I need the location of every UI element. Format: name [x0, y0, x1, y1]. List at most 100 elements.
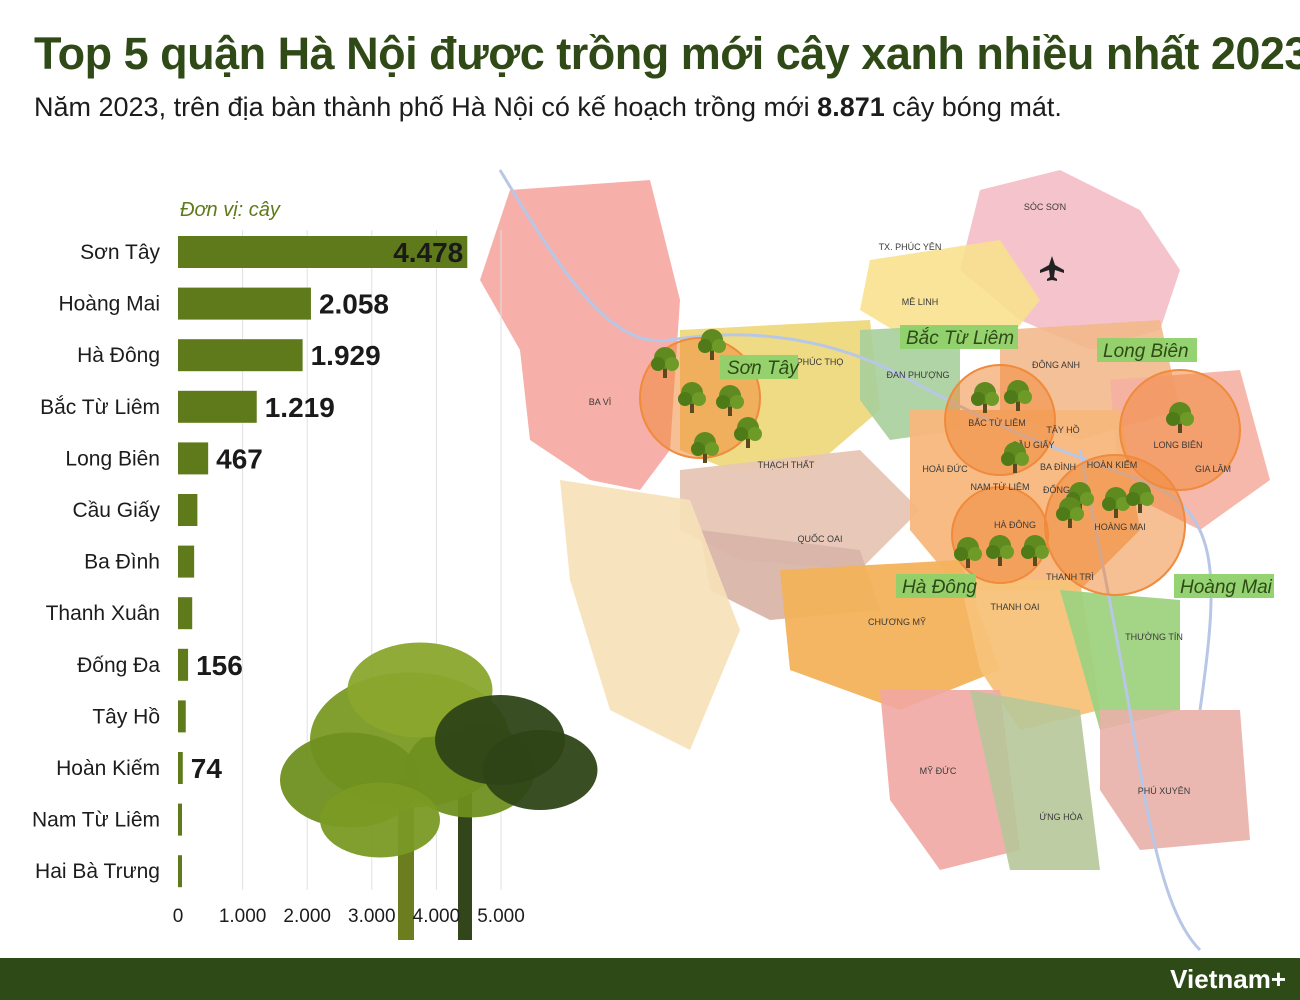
bar-chart: Đơn vị: cây Sơn Tây 4.478 Hoàng Mai 2.058 Hà … [32, 199, 598, 940]
map-label-me-linh: MÊ LINH [902, 297, 939, 307]
highlight-label-bac-tu-liem: Bắc Từ Liêm [906, 328, 1014, 349]
category-label: Ba Đình [84, 551, 160, 574]
tree-icon [954, 537, 982, 568]
value-label: 2.058 [319, 289, 389, 320]
value-label: 156 [196, 650, 243, 681]
airplane-icon [1040, 256, 1064, 281]
highlight-label-long-bien: Long Biên [1103, 341, 1189, 362]
map-label-phuc-yen: TX. PHÚC YÊN [879, 242, 942, 252]
map-label-dong-da: ĐỐNG ĐA [1043, 484, 1085, 495]
bar [178, 752, 183, 784]
tree-icon [651, 347, 679, 378]
map-label-dong-anh: ĐÔNG ANH [1032, 360, 1080, 370]
tree-icon [1004, 380, 1032, 411]
x-tick-label: 1.000 [219, 906, 267, 927]
highlight-label-son-tay: Sơn Tây [727, 358, 800, 379]
category-label: Hà Đông [77, 344, 160, 367]
unit-label: Đơn vị: cây [180, 199, 281, 221]
map-label-bac-tu-liem: BẮC TỪ LIÊM [968, 418, 1026, 428]
map-label-ha-dong: HÀ ĐÔNG [994, 520, 1036, 530]
subtitle-total: 8.871 [817, 92, 885, 122]
map-label-phu-xuyen: PHÚ XUYÊN [1138, 786, 1191, 796]
map-label-quoc-oai: QUỐC OAI [797, 533, 842, 544]
x-tick-label: 3.000 [348, 906, 396, 927]
bar [178, 442, 209, 475]
x-tick-label: 4.000 [413, 906, 461, 927]
map-label-ba-vi: BA VÌ [589, 397, 612, 407]
value-label: 74 [191, 753, 223, 784]
tree-icon [1166, 402, 1194, 433]
map-label-chuong-my: CHƯƠNG MỸ [868, 617, 926, 627]
map-label-hoan-kiem: HOÀN KIẾM [1087, 460, 1138, 470]
bar [178, 648, 189, 681]
tree-icon [1126, 482, 1154, 513]
tree-illustration [280, 642, 598, 940]
map-label-my-duc: MỸ ĐỨC [920, 766, 957, 776]
bar [178, 494, 198, 526]
tree-icon [1021, 535, 1049, 566]
category-label: Đống Đa [77, 654, 160, 677]
map-label-tay-ho: TÂY HỒ [1046, 424, 1079, 435]
tree-icon [716, 385, 744, 416]
page-title: Top 5 quận Hà Nội được trồng mới cây xan… [34, 28, 1300, 79]
map-label-thanh-oai: THANH OAI [990, 602, 1039, 612]
category-label: Sơn Tây [80, 241, 160, 264]
tree-icon [698, 329, 726, 360]
category-label: Hoàn Kiếm [56, 757, 160, 780]
map-label-ung-hoa: ỨNG HÒA [1039, 812, 1082, 822]
tree-icon [1056, 497, 1084, 528]
map-label-phuc-tho: PHÚC THỌ [797, 357, 844, 367]
x-tick-label: 2.000 [283, 906, 331, 927]
category-label: Tây Hồ [92, 705, 160, 728]
bar [178, 390, 257, 423]
subtitle-suffix: cây bóng mát. [884, 92, 1062, 122]
bar [178, 287, 311, 320]
value-label: 467 [216, 443, 263, 474]
bar [178, 545, 195, 578]
bar [178, 339, 303, 372]
brand-logo: Vietnam+ [1170, 964, 1286, 995]
bar [178, 700, 186, 733]
hanoi-map: SÓC SƠN TX. PHÚC YÊN MÊ LINH BA VÌ PHÚC … [480, 169, 1274, 952]
map-label-ba-dinh: BA ĐÌNH [1040, 462, 1076, 472]
map-label-soc-son: SÓC SƠN [1024, 202, 1066, 212]
footer-bar: Vietnam+ [0, 958, 1300, 1000]
tree-icon [734, 417, 762, 448]
category-label: Thanh Xuân [46, 602, 160, 625]
subtitle-prefix: Năm 2023, trên địa bàn thành phố Hà Nội … [34, 92, 818, 122]
bar [178, 803, 182, 836]
tree-icon [678, 382, 706, 413]
highlight-label-ha-dong: Hà Đông [902, 577, 977, 598]
x-tick-label: 5.000 [477, 906, 525, 927]
x-tick-label: 0 [173, 906, 184, 927]
map-label-nam-tu-liem: NAM TỪ LIÊM [970, 482, 1029, 492]
map-label-cau-giay: CẦU GIẤY [1011, 440, 1054, 450]
value-label: 1.929 [311, 340, 381, 371]
category-label: Nam Từ Liêm [32, 809, 160, 832]
category-label: Cầu Giấy [72, 499, 160, 522]
map-label-thuong-tin: THƯỜNG TÍN [1125, 632, 1183, 642]
bar [178, 236, 468, 268]
map-label-dan-phuong: ĐAN PHƯỢNG [887, 370, 950, 380]
map-label-thach-that: THẠCH THẤT [758, 460, 815, 470]
category-label: Hoàng Mai [58, 293, 160, 316]
page-subtitle: Năm 2023, trên địa bàn thành phố Hà Nội … [34, 92, 1062, 123]
district-labels: SÓC SƠN TX. PHÚC YÊN MÊ LINH BA VÌ PHÚC … [589, 202, 1231, 822]
value-label: 4.478 [393, 237, 463, 268]
map-label-hoai-duc: HOÀI ĐỨC [922, 464, 968, 474]
value-label: 1.219 [265, 392, 335, 423]
tree-icon [1102, 487, 1130, 518]
map-label-gia-lam: GIA LÂM [1195, 464, 1231, 474]
highlight-labels: Sơn Tây Bắc Từ Liêm Long Biên Hà Đông Ho… [720, 325, 1274, 598]
map-label-hoang-mai: HOÀNG MAI [1094, 522, 1146, 532]
tree-icons [651, 329, 1194, 568]
bar [178, 855, 182, 888]
tree-icon [1001, 442, 1029, 473]
tree-icon [986, 535, 1014, 566]
category-label: Hai Bà Trưng [35, 860, 160, 883]
category-label: Bắc Từ Liêm [40, 396, 160, 419]
tree-icon [691, 432, 719, 463]
bar [178, 597, 193, 630]
map-label-thanh-tri: THANH TRÌ [1046, 572, 1094, 582]
map-label-long-bien: LONG BIÊN [1153, 440, 1202, 450]
